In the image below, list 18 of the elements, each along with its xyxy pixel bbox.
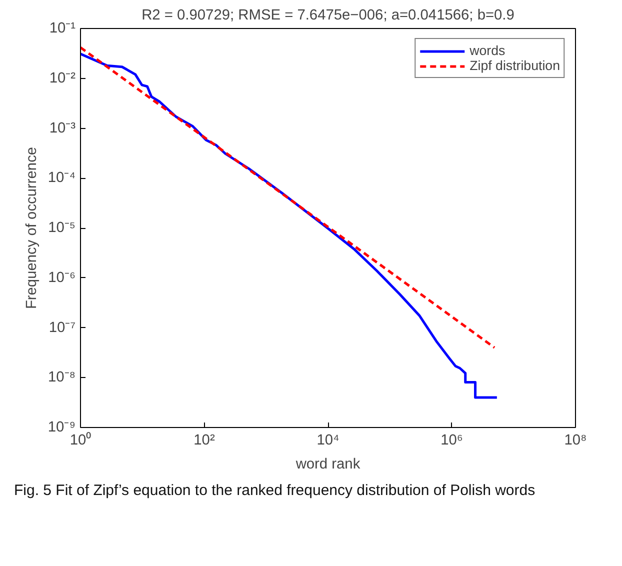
y-tick-label: 10⁻² (49, 70, 76, 86)
x-tick-label: 10⁶ (440, 432, 463, 448)
legend-label: words (470, 43, 506, 58)
y-tick-label: 10⁻⁷ (48, 320, 76, 336)
x-axis-title: word rank (294, 456, 361, 472)
y-tick-label: 10⁻⁶ (48, 270, 76, 286)
x-tick-label: 10² (194, 432, 215, 448)
y-tick-label: 10⁻⁵ (48, 220, 76, 236)
chart-title: R2 = 0.90729; RMSE = 7.6475e−006; a=0.041566; b=0.9 (142, 8, 514, 24)
y-tick-label: 10⁻¹ (49, 20, 76, 36)
y-tick-label: 10⁻⁸ (48, 370, 76, 386)
y-tick-label: 10⁻⁴ (48, 170, 76, 186)
caption: Fig. 5 Fit of Zipf’s equation to the ranked frequency distribution of Polish words (14, 481, 536, 501)
x-tick-label: 10⁴ (316, 432, 340, 448)
y-tick-label: 10⁻³ (49, 120, 76, 136)
y-axis-title: Frequency of occurrence (24, 146, 40, 310)
legend-label: Zipf distribution (470, 58, 560, 73)
x-tick-label: 10⁸ (564, 432, 587, 448)
